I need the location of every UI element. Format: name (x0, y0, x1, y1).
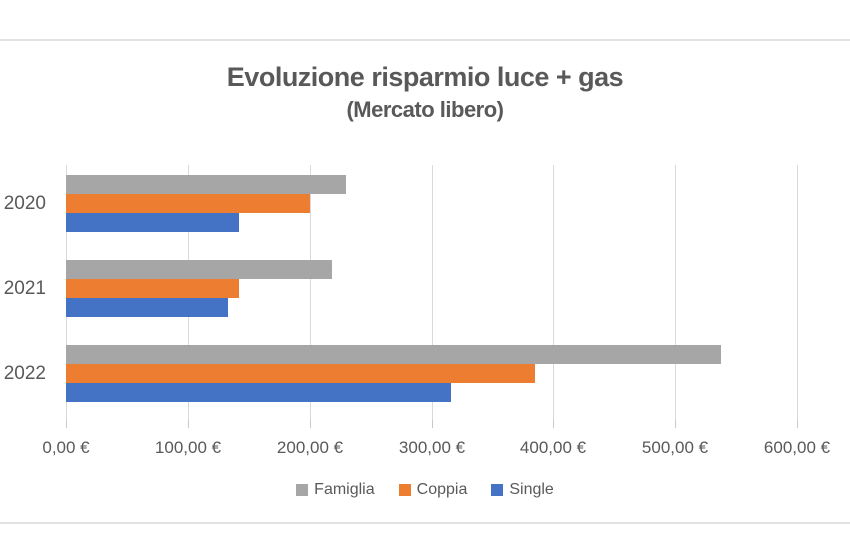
bar-coppia-2020 (66, 194, 310, 213)
category-label-2022: 2022 (3, 362, 46, 384)
legend-item-famiglia: Famiglia (296, 481, 375, 499)
legend-item-coppia: Coppia (398, 481, 468, 499)
axis-tick-500 (675, 420, 676, 428)
bar-single-2022 (66, 383, 451, 402)
bar-single-2021 (66, 298, 228, 317)
legend-item-single: Single (491, 481, 554, 499)
gridline-500 (675, 165, 676, 420)
bar-famiglia-2020 (66, 175, 346, 194)
bar-coppia-2022 (66, 364, 535, 383)
gridline-400 (553, 165, 554, 420)
bar-famiglia-2022 (66, 345, 721, 364)
value-tick-label: 0,00 € (42, 438, 90, 457)
bar-coppia-2021 (66, 279, 239, 298)
category-label-2021: 2021 (3, 277, 46, 299)
legend-swatch-famiglia (296, 484, 309, 496)
page-bottom-divider (0, 522, 850, 524)
axis-tick-300 (432, 420, 433, 428)
axis-tick-0 (66, 420, 67, 428)
value-tick-label: 300,00 € (398, 438, 466, 457)
gridline-200 (310, 165, 311, 420)
value-tick-label: 100,00 € (154, 438, 222, 457)
legend: Famiglia Coppia Single (0, 481, 850, 499)
chart-title: Evoluzione risparmio luce + gas (226, 62, 624, 92)
bar-single-2020 (66, 213, 239, 232)
axis-tick-600 (797, 420, 798, 428)
axis-tick-100 (188, 420, 189, 428)
bar-famiglia-2021 (66, 260, 332, 279)
gridline-600 (797, 165, 798, 420)
legend-label: Coppia (416, 481, 468, 498)
page-top-divider (0, 39, 850, 41)
legend-label: Single (509, 481, 554, 498)
legend-label: Famiglia (314, 481, 375, 498)
value-tick-label: 600,00 € (763, 438, 831, 457)
legend-swatch-coppia (398, 484, 411, 496)
plot-area (66, 165, 798, 428)
gridline-300 (432, 165, 433, 420)
value-tick-label: 500,00 € (641, 438, 709, 457)
axis-tick-400 (553, 420, 554, 428)
value-tick-label: 200,00 € (276, 438, 344, 457)
value-tick-label: 400,00 € (519, 438, 587, 457)
chart-subtitle: (Mercato libero) (346, 97, 504, 122)
category-label-2020: 2020 (3, 192, 46, 214)
legend-swatch-single (491, 484, 504, 496)
axis-tick-200 (310, 420, 311, 428)
